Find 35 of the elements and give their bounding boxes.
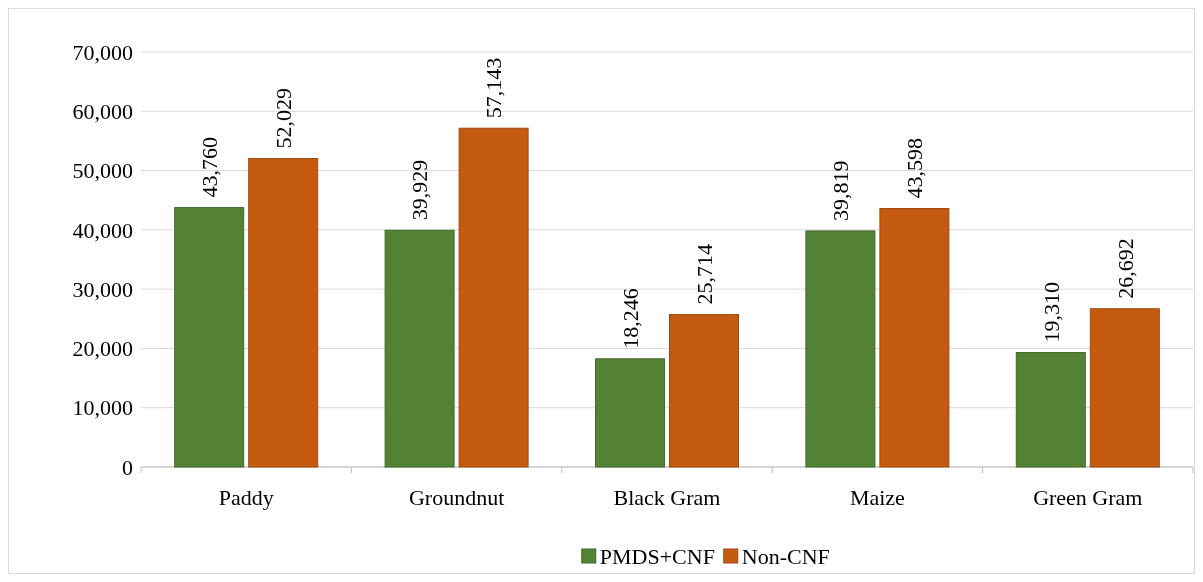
x-tick-label: Green Gram [1033,485,1143,510]
bar [805,230,876,468]
bar [879,208,950,468]
y-tick-label: 40,000 [72,217,133,243]
y-tick-label: 60,000 [72,98,133,124]
y-tick-label: 10,000 [72,395,133,421]
bar [248,158,319,468]
data-label: 43,598 [902,138,928,199]
data-label: 39,819 [828,160,854,221]
bar [1089,308,1160,468]
data-label: 26,692 [1112,238,1138,299]
bar [384,229,455,468]
data-label: 39,929 [407,159,433,221]
legend-label: Non-CNF [741,543,830,569]
y-tick-label: 70,000 [72,39,133,65]
data-label: 43,760 [196,137,222,198]
data-label: 25,714 [691,244,717,305]
x-tick-label: Maize [849,485,905,510]
bar [174,207,245,468]
y-tick-label: 50,000 [72,158,133,184]
data-label: 19,310 [1038,282,1064,343]
x-tick-label: Paddy [218,485,274,510]
bar [669,314,739,468]
bar [595,358,665,468]
legend-label: PMDS+CNF [599,543,715,569]
y-tick-label: 0 [122,454,133,480]
bar [458,127,529,468]
data-label: 18,246 [617,288,643,349]
y-tick-label: 20,000 [72,336,133,362]
data-label: 57,143 [481,57,507,119]
data-label: 52,029 [270,88,296,149]
y-tick-label: 30,000 [72,276,133,302]
x-tick-label: Black Gram [613,485,721,510]
x-tick-label: Groundnut [408,485,505,510]
bar [1015,352,1086,468]
